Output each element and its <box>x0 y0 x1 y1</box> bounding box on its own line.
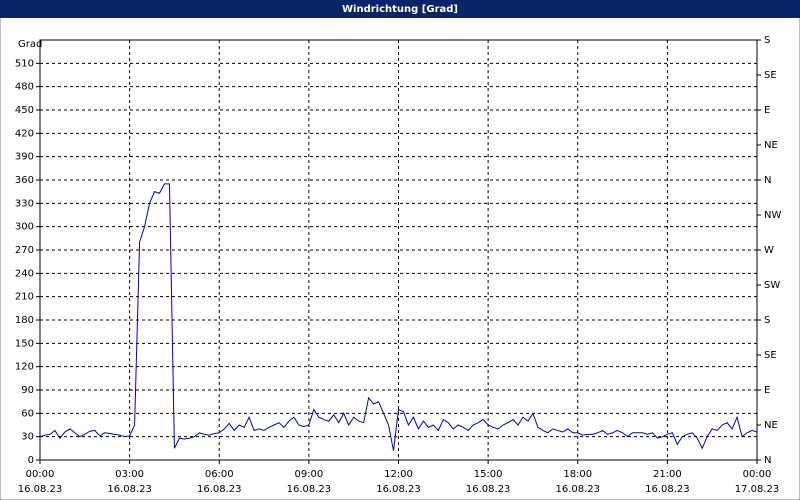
y-axis-label: Grad <box>18 39 42 50</box>
y-tick-label: 330 <box>15 198 34 209</box>
x-tick-date: 16.08.23 <box>555 484 600 495</box>
x-tick-date: 16.08.23 <box>466 484 511 495</box>
y2-tick-label: N <box>764 455 771 466</box>
x-tick-date: 16.08.23 <box>645 484 690 495</box>
x-tick-date: 17.08.23 <box>735 484 780 495</box>
y-tick-label: 60 <box>21 408 34 419</box>
y-tick-label: 30 <box>21 432 34 443</box>
x-tick-date: 16.08.23 <box>376 484 421 495</box>
data-line <box>39 183 758 451</box>
x-tick-label: 21:00 <box>653 469 682 480</box>
y-tick-label: 120 <box>15 362 34 373</box>
x-tick-date: 16.08.23 <box>197 484 242 495</box>
chart-title: Windrichtung [Grad] <box>342 4 458 15</box>
x-tick-date: 16.08.23 <box>287 484 332 495</box>
title-bar <box>0 0 800 18</box>
y-tick-label: 210 <box>15 292 34 303</box>
y2-tick-label: E <box>764 385 770 396</box>
x-tick-label: 12:00 <box>384 469 413 480</box>
y2-tick-label: SW <box>764 280 780 291</box>
x-tick-date: 16.08.23 <box>18 484 63 495</box>
y-tick-label: 510 <box>15 58 34 69</box>
y-tick-label: 360 <box>15 175 34 186</box>
y-tick-label: 480 <box>15 82 34 93</box>
plot-border <box>39 39 758 461</box>
y2-tick-label: SE <box>764 70 777 81</box>
y2-tick-label: NE <box>764 140 778 151</box>
y2-tick-label: SE <box>764 350 777 361</box>
y-tick-label: 450 <box>15 105 34 116</box>
y-tick-label: 270 <box>15 245 34 256</box>
y-tick-label: 90 <box>21 385 34 396</box>
y2-tick-label: S <box>764 315 770 326</box>
y-tick-label: 180 <box>15 315 34 326</box>
x-tick-label: 18:00 <box>563 469 592 480</box>
y-tick-label: 240 <box>15 268 34 279</box>
y-tick-label: 300 <box>15 222 34 233</box>
y2-tick-label: E <box>764 105 770 116</box>
x-tick-label: 03:00 <box>115 469 144 480</box>
y2-tick-label: W <box>764 245 774 256</box>
x-tick-label: 15:00 <box>474 469 503 480</box>
y-tick-label: 390 <box>15 152 34 163</box>
x-tick-date: 16.08.23 <box>107 484 152 495</box>
x-tick-label: 06:00 <box>205 469 234 480</box>
x-tick-label: 00:00 <box>26 469 55 480</box>
y-tick-label: 150 <box>15 338 34 349</box>
y2-tick-label: NE <box>764 420 778 431</box>
y-tick-label: 420 <box>15 128 34 139</box>
x-tick-label: 09:00 <box>294 469 323 480</box>
y2-tick-label: NW <box>764 210 781 221</box>
x-tick-label: 00:00 <box>743 469 772 480</box>
y-tick-label: 0 <box>28 455 34 466</box>
y2-tick-label: S <box>764 35 770 46</box>
y2-tick-label: N <box>764 175 771 186</box>
